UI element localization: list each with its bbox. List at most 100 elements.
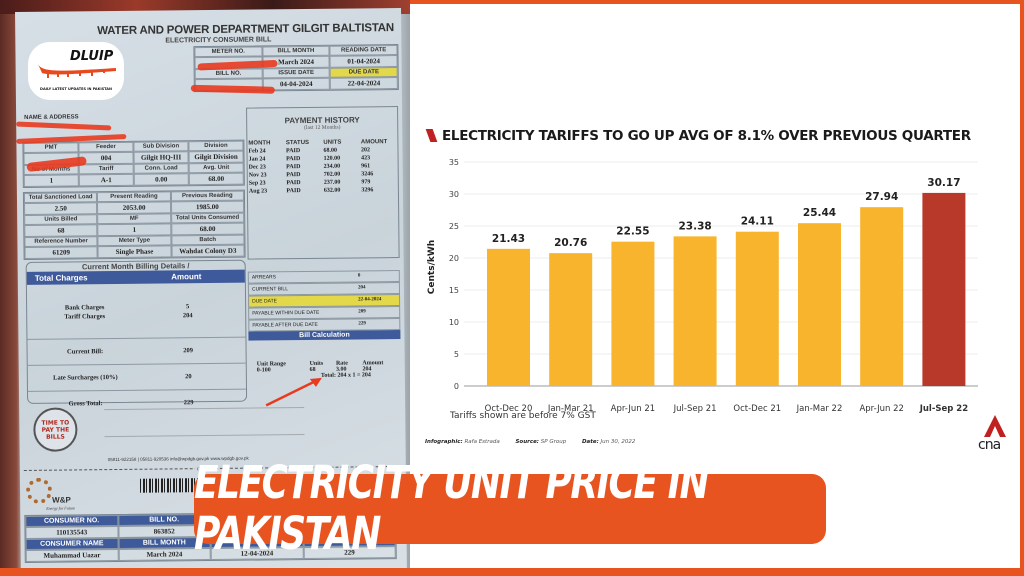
charge-amount: 229: [183, 399, 194, 407]
meter-cell: METER NO.: [194, 46, 263, 58]
title-banner: ELECTRICITY UNIT PRICE IN PAKISTAN: [194, 458, 826, 560]
info-cell: A-1: [78, 173, 134, 187]
y-tick-label: 30: [449, 190, 459, 199]
charge-amount: 20: [185, 373, 192, 381]
y-tick-label: 20: [449, 254, 459, 263]
payment-history-cell: Aug 23: [248, 188, 268, 195]
data-label: 23.38: [678, 220, 711, 232]
info-cell: 68.00: [188, 172, 244, 186]
chart-credits: Infographic: Rafa Estrada Source: SP Gro…: [425, 439, 649, 445]
y-tick-label: 0: [454, 382, 459, 391]
pay-bills-logo: TIME TO PAY THE BILLS: [33, 407, 78, 452]
y-tick-label: 35: [449, 158, 459, 167]
charge-row: Late Surcharges (10%) 20: [27, 362, 246, 391]
reading-cell: 1: [97, 223, 172, 237]
credit-source: Source: SP Group: [515, 439, 567, 445]
meter-cell: 22-04-2024: [330, 77, 398, 90]
charge-row: Current Bill: 209: [27, 336, 246, 365]
y-tick-label: 15: [449, 286, 459, 295]
chart-title: ELECTRICITY TARIFFS TO GO UP AVG OF 8.1%…: [442, 128, 971, 144]
summary-value: 209: [358, 309, 366, 315]
electricity-bill: WATER AND POWER DEPARTMENT GILGIT BALTIS…: [15, 7, 407, 568]
footer-cell: 110135543: [25, 525, 119, 539]
logo-tagline: DAILY LATEST UPDATES IN PAKISTAN: [40, 87, 112, 91]
summary-label: DUE DATE: [252, 298, 278, 305]
info-cell: Feeder: [78, 141, 134, 153]
x-tick-label: Apr-Jun 21: [611, 404, 656, 414]
payment-history-table: MONTH STATUS UNITS AMOUNT Feb 24 PAID 68.00 202…: [247, 138, 398, 196]
amount-header: Amount: [171, 272, 202, 282]
y-axis-label: Cents/kWh: [427, 239, 438, 295]
bar: [673, 236, 717, 386]
charge-label: Bank Charges: [64, 304, 105, 312]
bottom-accent-strip: [0, 568, 1024, 576]
payment-history: PAYMENT HISTORY (last 12 Months) MONTH ST…: [246, 106, 400, 260]
payment-history-subtitle: (last 12 Months): [304, 124, 341, 132]
banner-title: ELECTRICITY UNIT PRICE IN PAKISTAN: [194, 457, 710, 561]
barcode: [139, 478, 201, 493]
reading-cell: Single Phase: [97, 245, 172, 259]
x-tick-label: Oct-Dec 20: [485, 404, 533, 414]
y-tick-label: 25: [449, 222, 459, 231]
meter-cell: READING DATE: [329, 45, 398, 56]
x-tick-label: Jan-Mar 21: [547, 404, 594, 414]
bar: [798, 223, 841, 386]
x-tick-label: Jan-Mar 22: [796, 404, 843, 414]
data-label: 20.76: [554, 237, 587, 249]
info-cell: Gilgit HQ-III: [133, 151, 189, 164]
credit-date: Date: Jun 30, 2022: [581, 439, 636, 445]
cna-logo-text: cna: [978, 437, 1001, 453]
payment-history-cell: 632.00: [323, 187, 341, 194]
gear-logo-icon: [25, 477, 53, 504]
bar: [860, 207, 904, 386]
bar: [735, 231, 779, 386]
charge-row: Bank Charges 5: [27, 283, 245, 313]
summary-label: PAYABLE WITHIN DUE DATE: [252, 309, 320, 317]
x-tick-label: Jul-Sep 22: [919, 404, 969, 414]
bar-chart: 0 5 10 15 20 25 30 35 21.43 Oct-Dec 20 20.76 Jan-Ma…: [449, 158, 978, 414]
charge-row: Tariff Charges 204: [27, 311, 245, 339]
calc-cell: 0-100: [256, 367, 271, 374]
charge-label: Late Surcharges (10%): [53, 373, 118, 382]
bar: [487, 248, 530, 386]
bar: [549, 253, 593, 386]
charge-label: Tariff Charges: [64, 313, 106, 321]
dluip-logo: DLUIP DAILY LATEST UPDATES IN PAKISTAN: [28, 42, 124, 100]
reading-cell: 68: [24, 224, 98, 237]
meter-cell: DUE DATE: [329, 67, 398, 78]
chart-note: Tariffs shown are before 7% GST: [450, 411, 596, 421]
reading-cell: 2.50: [24, 202, 98, 215]
summary-label: PAYABLE AFTER DUE DATE: [252, 321, 318, 329]
payment-history-cell: PAID: [286, 188, 301, 195]
x-tick-label: Oct-Dec 21: [733, 404, 781, 414]
charge-label: Gross Total:: [68, 400, 103, 408]
charges-table: Bank Charges 5 Tariff Charges 204 Current Bi…: [27, 283, 247, 417]
y-tick-label: 5: [454, 350, 459, 359]
wp-tagline: Energy for Future: [46, 505, 76, 511]
info-cell: Division: [188, 140, 244, 152]
footer-cell: Muhammad Uazar: [25, 548, 119, 562]
reading-cell: 61209: [24, 246, 98, 259]
summary-value: 22-04-2024: [358, 297, 382, 303]
charge-label: Current Bill:: [66, 348, 104, 356]
credit-infographic: Infographic: Rafa Estrada: [425, 439, 500, 445]
redaction-mark: [190, 84, 275, 94]
urdu-notice: [104, 407, 305, 438]
reading-cell: 2053.00: [97, 201, 171, 215]
name-address-label: NAME & ADDRESS: [24, 114, 79, 121]
info-cell: Gilgit Division: [188, 150, 244, 164]
bill-header: WATER AND POWER DEPARTMENT GILGIT BALTIS…: [97, 22, 395, 38]
bill-calculation-title: Bill Calculation: [248, 330, 401, 341]
x-tick-label: Jul-Sep 21: [673, 404, 717, 414]
wp-logo-text: W&P: [52, 495, 71, 505]
data-label: 21.43: [492, 233, 525, 245]
logo-name: DLUIP: [70, 49, 114, 64]
data-label: 30.17: [927, 177, 960, 189]
info-cell: Avg. Unit: [188, 162, 244, 174]
meter-cell: 01-04-2024: [329, 55, 398, 68]
summary-label: ARREARS: [251, 274, 277, 281]
info-cell: 1: [23, 174, 79, 187]
bill-summary: ARREARS 0 CURRENT BILL 204 DUE DATE 22-04-202…: [247, 270, 401, 332]
summary-value: 229: [358, 321, 366, 327]
